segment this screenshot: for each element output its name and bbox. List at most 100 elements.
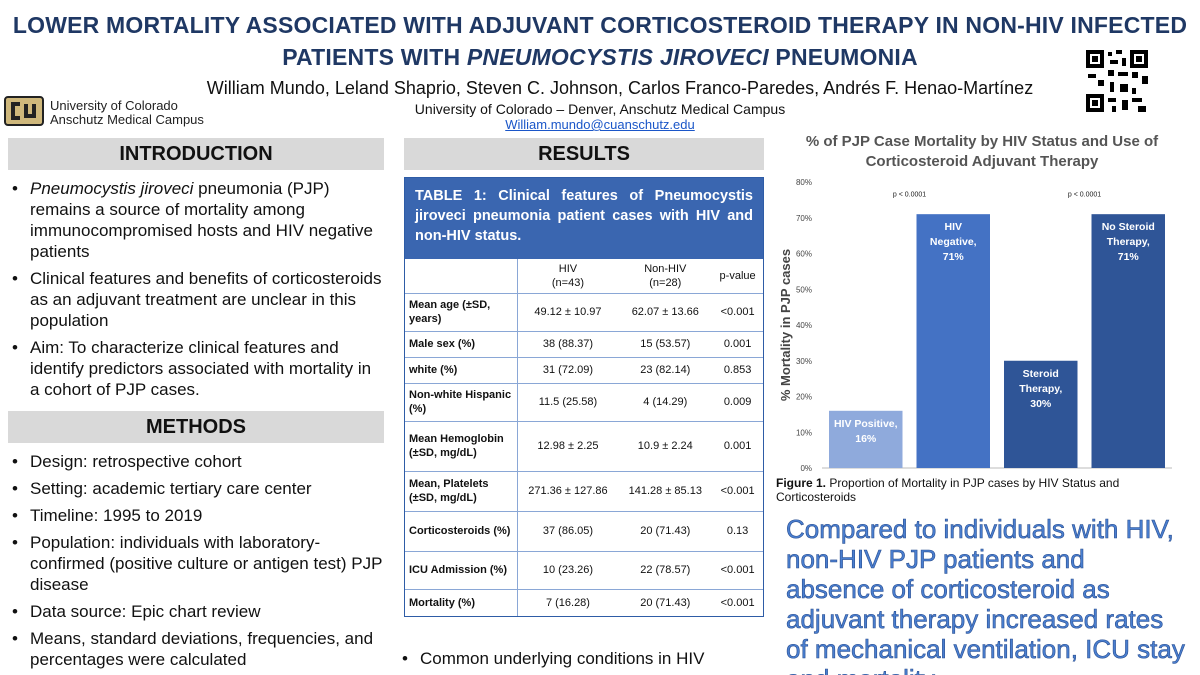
y-tick-label: 40% <box>796 321 812 330</box>
methods-list: Design: retrospective cohort Setting: ac… <box>8 451 384 675</box>
methods-bullet: Timeline: 1995 to 2019 <box>8 505 384 526</box>
bar-data-label-line: 16% <box>855 433 877 445</box>
cell-non-hiv: 15 (53.57) <box>618 330 713 357</box>
email-link[interactable]: William.mundo@cuanschutz.edu <box>505 117 695 132</box>
y-tick-label: 0% <box>800 464 812 473</box>
header-empty-cell <box>405 259 518 293</box>
methods-heading: METHODS <box>8 411 384 443</box>
bar-data-label-line: Therapy, <box>1019 383 1062 395</box>
bar-data-label-line: HIV Positive, <box>834 418 898 430</box>
y-axis-label: % Mortality in PJP cases <box>778 249 793 401</box>
cell-non-hiv: 20 (71.43) <box>618 588 713 616</box>
clinical-features-table: TABLE 1: Clinical features of Pneumocyst… <box>404 177 764 617</box>
p-value-annotation: p < 0.0001 <box>893 191 926 198</box>
bar-data-label-line: 71% <box>943 251 965 263</box>
row-label: ICU Admission (%) <box>405 550 518 589</box>
mortality-chart: % of PJP Case Mortality by HIV Status an… <box>772 130 1192 510</box>
introduction-heading: INTRODUCTION <box>8 138 384 170</box>
row-label: white (%) <box>405 356 518 383</box>
chart-bar <box>916 214 990 468</box>
bar-data-label: HIV Positive, 16% <box>834 418 898 445</box>
title-line-1: LOWER MORTALITY ASSOCIATED WITH ADJUVANT… <box>12 12 1188 38</box>
title-line-2: PATIENTS WITH PNEUMOCYSTIS JIROVECI PNEU… <box>0 44 1200 71</box>
cell-p: <0.001 <box>712 292 763 331</box>
table-row: Mortality (%) 7 (16.28) 20 (71.43) <0.00… <box>405 588 763 616</box>
cell-hiv: 37 (86.05) <box>517 510 619 551</box>
cell-non-hiv: 4 (14.29) <box>618 382 713 421</box>
results-table: HIV (n=43) Non-HIV (n=28) p-value Mean a… <box>405 259 763 616</box>
cell-hiv: 7 (16.28) <box>517 588 619 616</box>
intro-bullet-1-italic: Pneumocystis jiroveci <box>30 179 194 198</box>
row-label: Corticosteroids (%) <box>405 510 518 551</box>
y-tick-label: 30% <box>796 357 812 366</box>
bar-data-label: No Steroid Therapy, 71% <box>1102 221 1155 263</box>
y-tick-label: 10% <box>796 428 812 437</box>
bar-data-label-line: HIV <box>944 221 962 233</box>
bar-data-label-line: 71% <box>1118 251 1140 263</box>
title-line-2-pre: PATIENTS WITH <box>282 44 467 70</box>
intro-bullet-2: Clinical features and benefits of cortic… <box>8 268 384 331</box>
cu-logo-icon <box>4 96 44 126</box>
cell-p: <0.001 <box>712 470 763 511</box>
figure-caption: Figure 1. Proportion of Mortality in PJP… <box>776 476 1196 504</box>
cell-hiv: 11.5 (25.58) <box>517 382 619 421</box>
header-p-value: p-value <box>719 269 756 282</box>
y-tick-label: 60% <box>796 250 812 259</box>
p-value-annotation: p < 0.0001 <box>1068 191 1101 198</box>
bar-data-label-line: 30% <box>1030 398 1052 410</box>
chart-title: % of PJP Case Mortality by HIV Status an… <box>805 133 1159 170</box>
cell-non-hiv: 62.07 ± 13.66 <box>618 292 713 331</box>
chart-bar <box>1091 214 1165 468</box>
cell-hiv: 49.12 ± 10.97 <box>517 292 619 331</box>
cell-p: <0.001 <box>712 588 763 616</box>
cell-non-hiv: 10.9 ± 2.24 <box>618 420 713 471</box>
intro-bullet-1: Pneumocystis jiroveci pneumonia (PJP) re… <box>8 178 384 262</box>
table-row: Mean age (±SD, years) 49.12 ± 10.97 62.0… <box>405 292 763 331</box>
cell-p: 0.009 <box>712 382 763 421</box>
cell-hiv: 12.98 ± 2.25 <box>517 420 619 471</box>
qr-code-icon[interactable] <box>1084 48 1150 114</box>
logo-line-1: University of Colorado <box>50 98 178 113</box>
table-row: ICU Admission (%) 10 (23.26) 22 (78.57) … <box>405 550 763 589</box>
y-tick-label: 80% <box>796 178 812 187</box>
chart-bar <box>1004 360 1078 468</box>
bar-data-label-line: Therapy, <box>1107 236 1150 248</box>
row-label: Mean Hemoglobin (±SD, mg/dL) <box>405 420 518 471</box>
logo-line-2: Anschutz Medical Campus <box>50 112 204 127</box>
poster-header: LOWER MORTALITY ASSOCIATED WITH ADJUVANT… <box>0 0 1200 134</box>
cell-hiv: 31 (72.09) <box>517 356 619 383</box>
cell-p: <0.001 <box>712 550 763 589</box>
cell-non-hiv: 20 (71.43) <box>618 510 713 551</box>
authors: William Mundo, Leland Shaprio, Steven C.… <box>206 78 1034 98</box>
methods-bullet: Setting: academic tertiary care center <box>8 478 384 499</box>
methods-bullet: Means, standard deviations, frequencies,… <box>8 628 384 670</box>
figure-caption-label: Figure 1. <box>776 476 827 490</box>
cell-p: 0.001 <box>712 420 763 471</box>
header-hiv: HIV (n=43) <box>551 262 584 289</box>
key-finding-callout: Compared to individuals with HIV, non-HI… <box>786 514 1186 675</box>
bar-data-label-line: Negative, <box>930 236 977 248</box>
y-tick-label: 70% <box>796 214 812 223</box>
introduction-list: Pneumocystis jiroveci pneumonia (PJP) re… <box>8 178 384 406</box>
bar-data-label-line: No Steroid <box>1102 221 1155 233</box>
cell-hiv: 10 (23.26) <box>517 550 619 589</box>
affiliation: University of Colorado – Denver, Anschut… <box>414 101 786 117</box>
figure-caption-text: Proportion of Mortality in PJP cases by … <box>776 476 1120 504</box>
table-caption: TABLE 1: Clinical features of Pneumocyst… <box>405 178 763 259</box>
row-label: Mean age (±SD, years) <box>405 292 518 331</box>
row-label: Non-white Hispanic (%) <box>405 382 518 421</box>
table-header-row: HIV (n=43) Non-HIV (n=28) p-value <box>405 259 763 293</box>
table-row: Corticosteroids (%) 37 (86.05) 20 (71.43… <box>405 510 763 551</box>
cell-p: 0.001 <box>712 330 763 357</box>
y-tick-label: 50% <box>796 285 812 294</box>
intro-bullet-3: Aim: To characterize clinical features a… <box>8 337 384 400</box>
cell-p: 0.13 <box>712 510 763 551</box>
results-list: Common underlying conditions in HIV <box>398 648 768 675</box>
cell-p: 0.853 <box>712 356 763 383</box>
table-row: Mean, Platelets (±SD, mg/dL) 271.36 ± 12… <box>405 470 763 511</box>
table-row: Mean Hemoglobin (±SD, mg/dL) 12.98 ± 2.2… <box>405 420 763 471</box>
table-row: Male sex (%) 38 (88.37) 15 (53.57) 0.001 <box>405 330 763 357</box>
cell-hiv: 38 (88.37) <box>517 330 619 357</box>
logo-text: University of Colorado Anschutz Medical … <box>50 99 204 127</box>
cell-non-hiv: 141.28 ± 85.13 <box>618 470 713 511</box>
